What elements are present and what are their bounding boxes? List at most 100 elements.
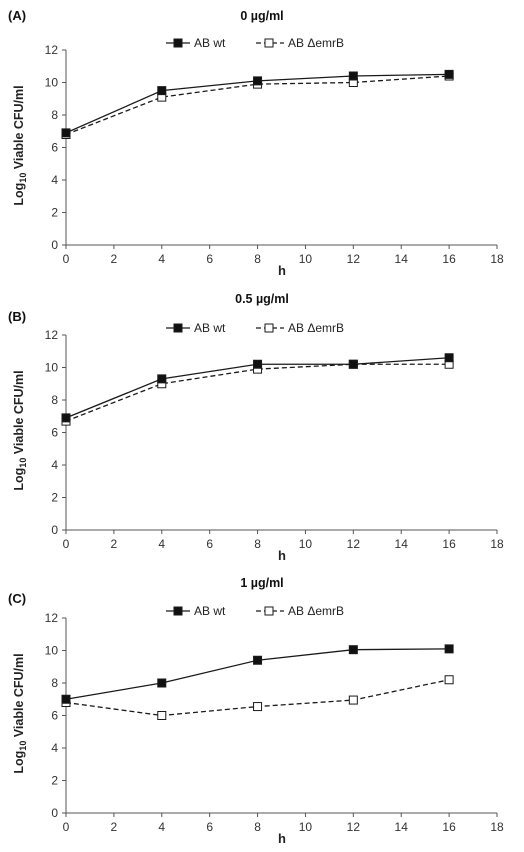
data-point-ab-wt [62, 129, 70, 137]
legend-marker-ab-wt [174, 324, 182, 332]
x-tick-label: 18 [490, 820, 504, 834]
y-tick-label: 6 [51, 709, 58, 723]
data-point-ab-emrb [445, 676, 453, 684]
y-axis-label-rest: Viable CFU/ml [12, 85, 26, 172]
panel-label: (B) [8, 309, 26, 324]
x-axis-label: h [278, 831, 286, 846]
x-tick-label: 10 [299, 820, 313, 834]
data-point-ab-emrb [158, 712, 166, 720]
x-tick-label: 4 [158, 537, 165, 551]
x-tick-label: 6 [206, 537, 213, 551]
y-axis-label: Log10 Viable CFU/ml [12, 653, 28, 773]
y-tick-label: 2 [51, 491, 58, 505]
panel-label: (C) [8, 591, 26, 606]
x-tick-label: 2 [111, 537, 118, 551]
y-axis-label-subscript: 10 [18, 741, 28, 751]
data-point-ab-wt [349, 646, 357, 654]
x-tick-label: 16 [442, 252, 456, 266]
legend-marker-ab-wt [174, 39, 182, 47]
x-tick-label: 16 [442, 820, 456, 834]
legend-marker-ab-emrb [265, 324, 273, 332]
x-tick-label: 2 [111, 252, 118, 266]
data-point-ab-emrb [349, 696, 357, 704]
y-axis-label-rest: Viable CFU/ml [12, 370, 26, 457]
x-tick-label: 8 [254, 820, 261, 834]
x-tick-label: 0 [63, 820, 70, 834]
x-tick-label: 0 [63, 537, 70, 551]
data-point-ab-wt [349, 72, 357, 80]
x-tick-label: 8 [254, 537, 261, 551]
y-axis-label-subscript: 10 [18, 458, 28, 468]
y-tick-label: 6 [51, 141, 58, 155]
y-tick-label: 10 [45, 76, 59, 90]
legend-marker-ab-wt [174, 607, 182, 615]
data-point-ab-wt [349, 360, 357, 368]
legend-label-ab-wt: AB wt [194, 321, 226, 335]
chart-title: 0 µg/ml [240, 9, 283, 23]
data-point-ab-wt [445, 70, 453, 78]
chart-title: 0.5 µg/ml [235, 292, 289, 306]
legend-label-ab-emrb: AB ΔemrB [288, 321, 344, 335]
x-tick-label: 6 [206, 252, 213, 266]
y-tick-label: 4 [51, 173, 58, 187]
x-tick-label: 12 [347, 252, 361, 266]
y-axis-label: Log10 Viable CFU/ml [12, 85, 28, 205]
legend-label-ab-wt: AB wt [194, 604, 226, 618]
y-axis-label-subscript: 10 [18, 173, 28, 183]
x-tick-label: 4 [158, 820, 165, 834]
y-tick-label: 2 [51, 206, 58, 220]
y-tick-label: 12 [45, 328, 59, 342]
legend-marker-ab-emrb [265, 607, 273, 615]
y-tick-label: 10 [45, 644, 59, 658]
legend-marker-ab-emrb [265, 39, 273, 47]
y-tick-label: 12 [45, 43, 59, 57]
panel-label: (A) [8, 8, 26, 23]
x-axis-label: h [278, 263, 286, 278]
y-axis-label-main: Log [12, 468, 26, 491]
x-axis-label: h [278, 548, 286, 563]
x-tick-label: 2 [111, 820, 118, 834]
x-tick-label: 14 [395, 252, 409, 266]
y-axis-label-main: Log [12, 751, 26, 774]
y-axis-label-main: Log [12, 183, 26, 206]
y-tick-label: 10 [45, 361, 59, 375]
x-tick-label: 12 [347, 820, 361, 834]
y-tick-label: 4 [51, 741, 58, 755]
y-tick-label: 8 [51, 108, 58, 122]
y-axis-label-rest: Viable CFU/ml [12, 653, 26, 740]
y-tick-label: 4 [51, 458, 58, 472]
data-point-ab-wt [158, 679, 166, 687]
data-point-ab-emrb [254, 703, 262, 711]
x-tick-label: 18 [490, 252, 504, 266]
x-tick-label: 14 [395, 537, 409, 551]
y-tick-label: 6 [51, 426, 58, 440]
x-tick-label: 10 [299, 537, 313, 551]
x-tick-label: 14 [395, 820, 409, 834]
legend-label-ab-wt: AB wt [194, 36, 226, 50]
x-tick-label: 16 [442, 537, 456, 551]
y-tick-label: 8 [51, 676, 58, 690]
legend-label-ab-emrb: AB ΔemrB [288, 36, 344, 50]
y-tick-label: 8 [51, 393, 58, 407]
legend-label-ab-emrb: AB ΔemrB [288, 604, 344, 618]
y-tick-label: 12 [45, 611, 59, 625]
y-tick-label: 2 [51, 774, 58, 788]
data-point-ab-wt [158, 87, 166, 95]
data-point-ab-wt [445, 645, 453, 653]
y-tick-label: 0 [51, 523, 58, 537]
data-point-ab-wt [62, 695, 70, 703]
data-point-ab-wt [254, 656, 262, 664]
data-point-ab-wt [254, 360, 262, 368]
y-tick-label: 0 [51, 238, 58, 252]
chart-title: 1 µg/ml [240, 576, 283, 590]
data-point-ab-wt [445, 354, 453, 362]
x-tick-label: 4 [158, 252, 165, 266]
x-tick-label: 0 [63, 252, 70, 266]
y-tick-label: 0 [51, 806, 58, 820]
x-tick-label: 12 [347, 537, 361, 551]
x-tick-label: 6 [206, 820, 213, 834]
x-tick-label: 8 [254, 252, 261, 266]
data-point-ab-wt [62, 414, 70, 422]
data-point-ab-wt [158, 375, 166, 383]
